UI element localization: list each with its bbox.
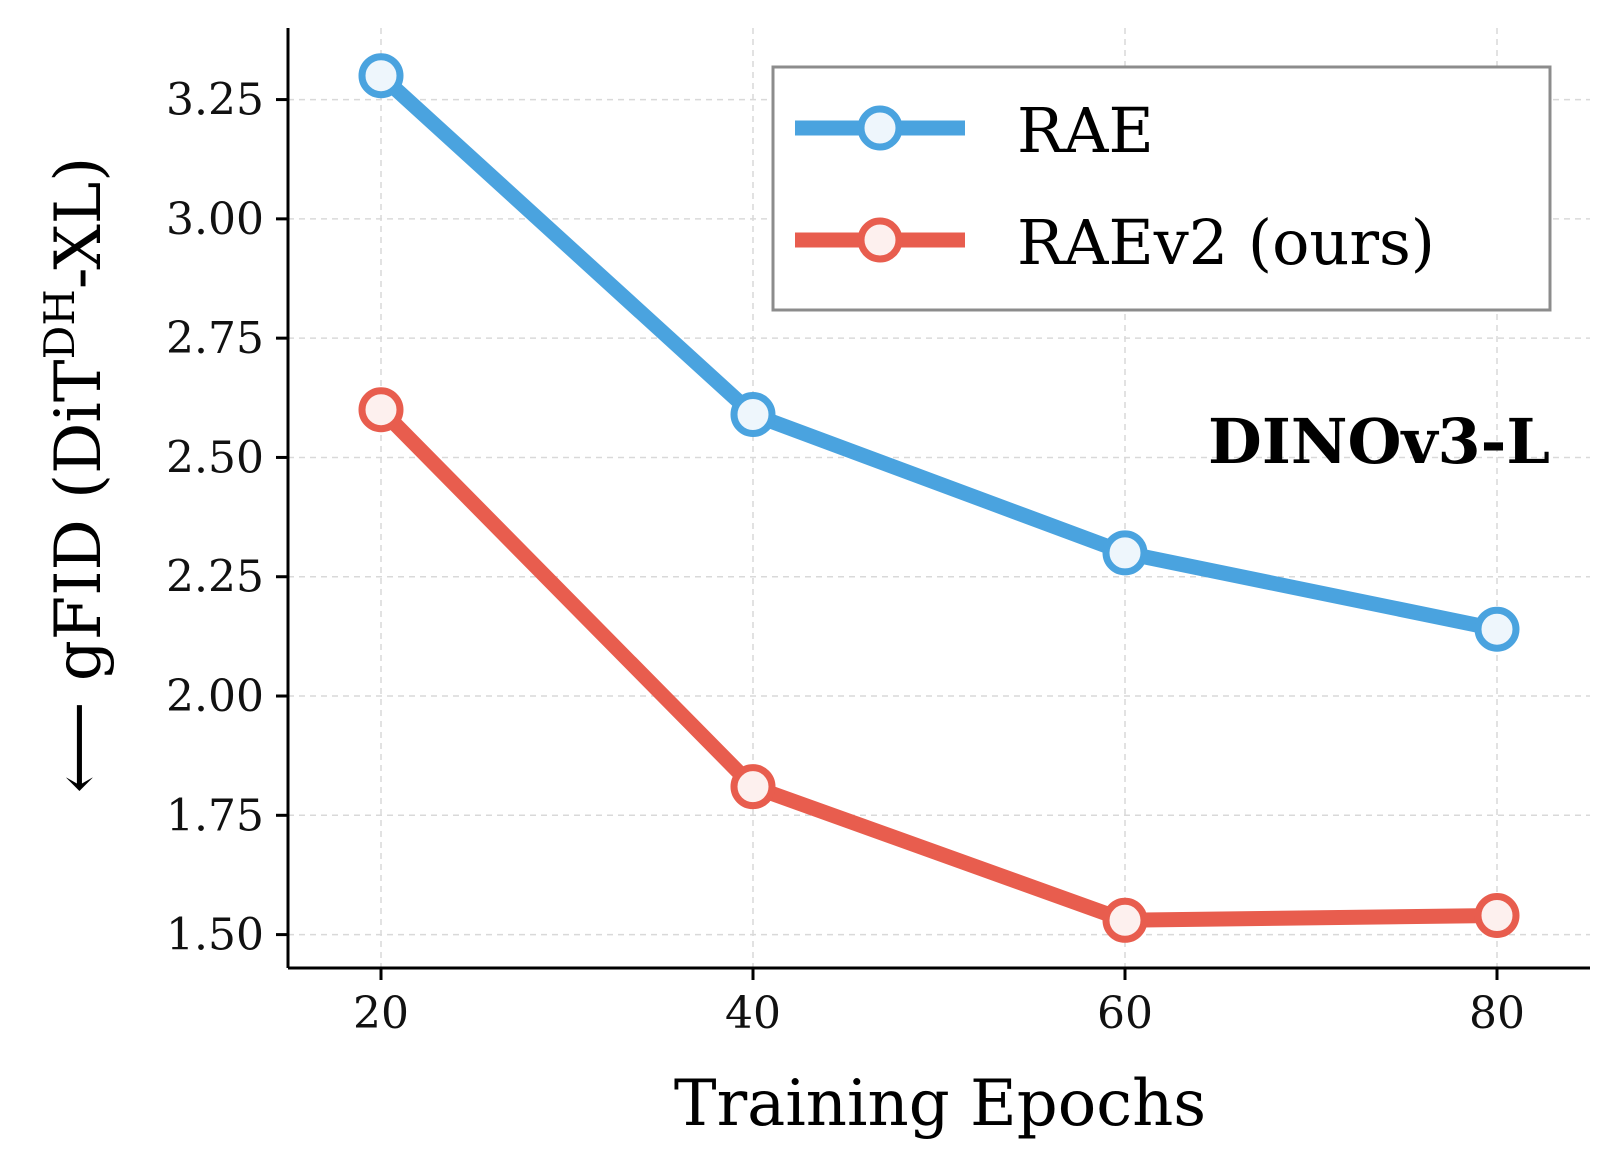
y-tick-label: 3.25 bbox=[166, 75, 264, 126]
data-point-rae bbox=[1102, 530, 1148, 576]
annotation-label: DINOv3-L bbox=[1208, 405, 1550, 478]
x-tick-label: 80 bbox=[1469, 988, 1525, 1039]
x-tick-label: 40 bbox=[725, 988, 781, 1039]
y-tick-label: 2.75 bbox=[166, 313, 264, 364]
y-axis-title-superscript: DH bbox=[35, 289, 84, 359]
x-tick-label: 20 bbox=[353, 988, 409, 1039]
series-line-rae bbox=[375, 70, 1499, 637]
legend-label-rae: RAE bbox=[1017, 94, 1154, 167]
legend-marker-raev2 bbox=[857, 217, 903, 263]
series-group bbox=[358, 53, 1520, 943]
y-axis-title: ⟵ gFID (DiTDH-XL) bbox=[35, 157, 116, 794]
y-ticks: 1.50 1.75 2.00 2.25 2.50 2.75 3.00 3.25 bbox=[166, 75, 288, 961]
legend: RAE RAEv2 (ours) bbox=[771, 65, 1552, 312]
y-axis-title-prefix: ⟵ gFID (DiT bbox=[42, 359, 116, 793]
data-point-raev2 bbox=[1102, 897, 1148, 943]
series-line-raev2 bbox=[375, 404, 1498, 928]
data-point-rae bbox=[1474, 606, 1520, 652]
y-tick-label: 2.25 bbox=[166, 552, 264, 603]
legend-marker-rae bbox=[857, 105, 903, 151]
legend-label-raev2: RAEv2 (ours) bbox=[1017, 206, 1435, 279]
y-axis-title-suffix: -XL) bbox=[42, 157, 116, 289]
legend-box bbox=[771, 65, 1552, 312]
y-tick-label: 1.50 bbox=[166, 910, 264, 961]
data-point-rae bbox=[730, 391, 776, 437]
legend-item-raev2: RAEv2 (ours) bbox=[795, 206, 1435, 279]
data-point-rae bbox=[358, 53, 404, 99]
data-point-raev2 bbox=[358, 387, 404, 433]
data-point-raev2 bbox=[1474, 893, 1520, 939]
legend-item-rae: RAE bbox=[795, 94, 1154, 167]
x-tick-label: 60 bbox=[1097, 988, 1153, 1039]
y-tick-label: 1.75 bbox=[166, 790, 264, 841]
y-tick-label: 2.50 bbox=[166, 432, 264, 483]
y-tick-label: 2.00 bbox=[166, 671, 264, 722]
data-point-raev2 bbox=[730, 764, 776, 810]
y-tick-label: 3.00 bbox=[166, 194, 264, 245]
x-ticks: 20 40 60 80 bbox=[353, 968, 1525, 1039]
x-axis-title: Training Epochs bbox=[674, 1067, 1206, 1141]
axes bbox=[286, 28, 1590, 970]
